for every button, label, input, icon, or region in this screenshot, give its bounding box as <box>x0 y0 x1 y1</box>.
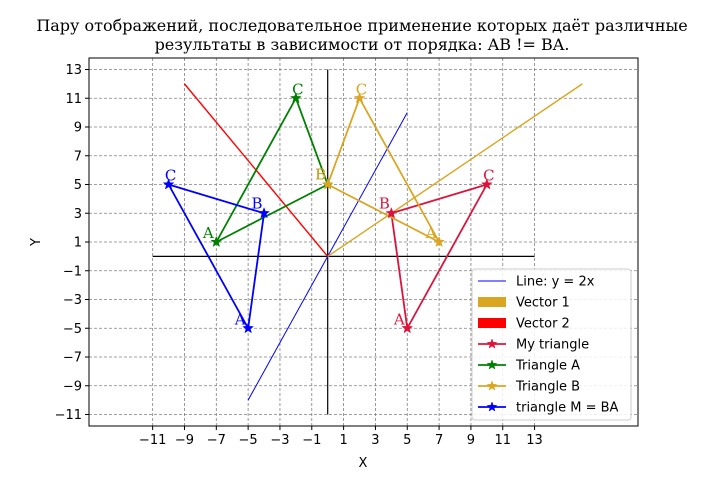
vector-1 <box>327 83 583 257</box>
x-tick-label: −9 <box>175 433 194 448</box>
legend-marker <box>486 338 498 349</box>
triangle-vertex-marker <box>289 92 302 104</box>
x-tick-label: 3 <box>371 433 379 448</box>
x-tick-label: −1 <box>302 433 321 448</box>
x-tick-label: −11 <box>139 433 166 448</box>
x-tick-label: 1 <box>339 433 347 448</box>
plot-markers <box>162 92 493 334</box>
x-tick-label: −7 <box>207 433 226 448</box>
vertex-label: C <box>483 167 494 185</box>
x-axis-ticks: −11 −9 −7 −5 −3 −1 1 3 5 7 9 11 13 <box>139 426 543 448</box>
chart-title-line-1: Пару отображений, последовательное приме… <box>36 16 687 35</box>
chart-title-line-2: результаты в зависимости от порядка: AB … <box>155 35 570 54</box>
legend-entry-label: triangle M = BA <box>516 401 619 416</box>
legend-swatch <box>478 297 506 307</box>
y-tick-label: 3 <box>74 207 82 222</box>
legend-entry-label: Vector 1 <box>516 296 570 311</box>
y-tick-label: 7 <box>74 149 82 164</box>
legend-marker <box>486 359 498 370</box>
vertex-label: A <box>425 224 437 242</box>
triangle-vertex-marker <box>210 235 223 248</box>
legend-entry-label: Triangle B <box>515 380 580 395</box>
x-tick-label: −5 <box>239 433 258 448</box>
y-tick-label: 11 <box>65 92 82 107</box>
triangle-vertex-marker <box>162 178 175 190</box>
triangle-vertex-marker <box>353 92 366 104</box>
y-tick-label: −5 <box>63 322 82 337</box>
legend-swatch <box>478 318 506 328</box>
x-tick-label: 7 <box>435 433 443 448</box>
vertex-label: C <box>292 80 303 98</box>
triangle-line <box>215 97 329 243</box>
x-tick-label: 5 <box>403 433 411 448</box>
y-axis-label: Y <box>29 238 44 247</box>
triangle-line <box>326 97 440 243</box>
x-tick-label: 13 <box>526 433 543 448</box>
vertex-label: B <box>379 194 390 212</box>
triangle-vertex-marker <box>242 322 255 334</box>
y-tick-label: 9 <box>74 121 82 136</box>
vertex-label: B <box>315 166 326 184</box>
legend-entry-label: Triangle A <box>515 359 580 374</box>
triangle-vertex-marker <box>258 207 270 219</box>
vertex-label: C <box>356 80 367 98</box>
vertex-label: C <box>165 167 176 185</box>
y-tick-label: −9 <box>63 379 82 394</box>
legend-box <box>471 268 632 421</box>
y-tick-label: −3 <box>63 293 82 308</box>
vertex-label: B <box>315 166 326 184</box>
vertex-label: A <box>234 310 246 328</box>
legend-entry-label: Vector 2 <box>516 317 570 332</box>
x-tick-label: 11 <box>494 433 511 448</box>
triangle-vertex-marker <box>401 322 414 334</box>
legend-entry-label: My triangle <box>516 338 589 353</box>
triangle-vertex-marker <box>433 235 446 248</box>
triangle-vertex-marker <box>480 178 493 190</box>
plot-lines <box>152 69 583 415</box>
vertex-label: A <box>202 224 214 242</box>
y-tick-label: −1 <box>63 264 82 279</box>
triangle-line <box>167 183 265 329</box>
legend: Line: y = 2x Vector 1 Vector 2 My triangle T… <box>471 268 632 421</box>
y-tick-label: 5 <box>74 178 82 193</box>
y-tick-label: −7 <box>63 351 82 366</box>
x-axis-label: X <box>359 456 368 471</box>
x-tick-label: 9 <box>467 433 475 448</box>
y-tick-label: −11 <box>55 408 82 423</box>
vertex-label: B <box>252 194 263 212</box>
triangle-vertex-marker <box>385 207 398 219</box>
vertex-label: A <box>393 310 405 328</box>
legend-entry-label: Line: y = 2x <box>516 275 595 290</box>
triangle-vertex-marker <box>321 178 334 190</box>
triangle-line <box>390 183 488 329</box>
y-tick-label: 1 <box>74 236 82 251</box>
x-tick-label: −3 <box>270 433 289 448</box>
legend-marker <box>486 380 498 391</box>
y-tick-label: 13 <box>65 63 82 78</box>
legend-marker <box>486 401 498 412</box>
